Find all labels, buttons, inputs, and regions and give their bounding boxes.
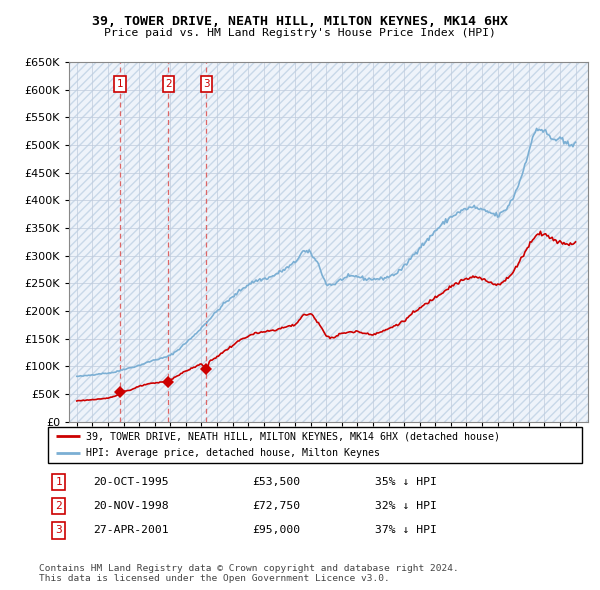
Text: Price paid vs. HM Land Registry's House Price Index (HPI): Price paid vs. HM Land Registry's House … (104, 28, 496, 38)
Text: 1: 1 (117, 79, 124, 89)
Text: 20-OCT-1995: 20-OCT-1995 (93, 477, 169, 487)
Text: £95,000: £95,000 (252, 526, 300, 535)
Text: 37% ↓ HPI: 37% ↓ HPI (375, 526, 437, 535)
Text: 3: 3 (55, 526, 62, 535)
Text: 35% ↓ HPI: 35% ↓ HPI (375, 477, 437, 487)
Text: HPI: Average price, detached house, Milton Keynes: HPI: Average price, detached house, Milt… (86, 448, 380, 458)
Text: 39, TOWER DRIVE, NEATH HILL, MILTON KEYNES, MK14 6HX: 39, TOWER DRIVE, NEATH HILL, MILTON KEYN… (92, 15, 508, 28)
Text: 1: 1 (55, 477, 62, 487)
Text: 20-NOV-1998: 20-NOV-1998 (93, 502, 169, 511)
Text: 2: 2 (165, 79, 172, 89)
Text: 27-APR-2001: 27-APR-2001 (93, 526, 169, 535)
Text: Contains HM Land Registry data © Crown copyright and database right 2024.
This d: Contains HM Land Registry data © Crown c… (39, 563, 459, 583)
Text: 3: 3 (203, 79, 210, 89)
Text: 39, TOWER DRIVE, NEATH HILL, MILTON KEYNES, MK14 6HX (detached house): 39, TOWER DRIVE, NEATH HILL, MILTON KEYN… (86, 431, 500, 441)
Text: £53,500: £53,500 (252, 477, 300, 487)
Text: £72,750: £72,750 (252, 502, 300, 511)
Text: 32% ↓ HPI: 32% ↓ HPI (375, 502, 437, 511)
Text: 2: 2 (55, 502, 62, 511)
